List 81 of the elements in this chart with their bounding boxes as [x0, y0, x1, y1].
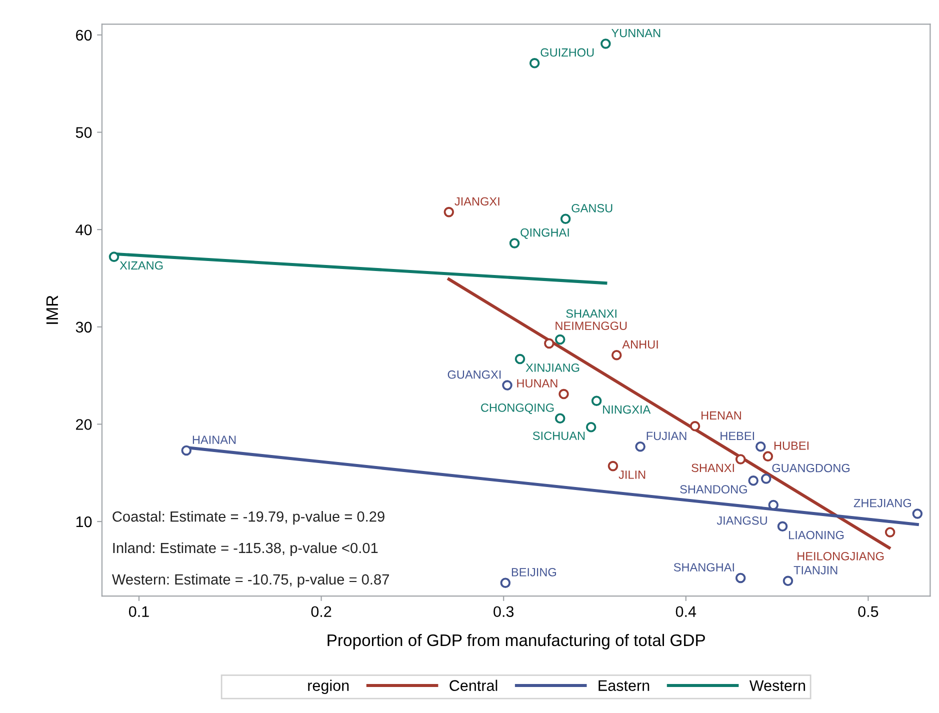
- point: [586, 422, 596, 432]
- annotation: GANSU: [572, 204, 612, 212]
- point: [735, 454, 746, 464]
- annotation: JIANGSU: [716, 516, 767, 525]
- point: [500, 578, 511, 588]
- annotation: CHONGQING: [481, 404, 554, 414]
- annotation: ANHUI: [622, 340, 658, 349]
- point: [777, 521, 788, 532]
- x-tick-label: 0.2: [311, 606, 332, 618]
- point: [762, 451, 774, 462]
- annotation: QINGHAI: [520, 228, 569, 239]
- annotation: JILIN: [618, 470, 646, 479]
- annotation: SHANGHAI: [674, 563, 734, 572]
- point: [884, 527, 896, 538]
- point: [514, 354, 526, 364]
- point: [611, 350, 622, 360]
- point: [554, 334, 566, 345]
- annotation: GUANGDONG: [772, 464, 850, 472]
- point: [502, 380, 512, 390]
- legend-title: region: [308, 680, 349, 694]
- y-tick-label: 20: [76, 419, 92, 430]
- annotation: JIANGXI: [454, 197, 500, 206]
- legend-label: Western: [749, 680, 806, 691]
- point: [735, 572, 746, 584]
- y-tick-label: 10: [76, 516, 92, 528]
- annotation: LIAONING: [789, 530, 844, 540]
- point: [608, 460, 618, 472]
- annotation: ZHEJIANG: [854, 498, 911, 508]
- point: [181, 445, 192, 456]
- point: [108, 252, 120, 262]
- x-tick-label: 0.1: [128, 606, 149, 618]
- point: [782, 576, 794, 586]
- point: [591, 396, 602, 406]
- point: [509, 238, 520, 248]
- annotation: BEIJING: [512, 568, 556, 576]
- legend-label: Central: [450, 680, 498, 691]
- point: [755, 441, 766, 452]
- annotation: XINJIANG: [526, 363, 580, 372]
- y-tick-label: 30: [76, 322, 92, 333]
- annotation: YUNNAN: [611, 28, 660, 38]
- annotation: TIANJIN: [794, 566, 838, 574]
- annotation: FUJIAN: [646, 432, 686, 440]
- annotation: Coastal: Estimate = -19.79, p-value = 0.29: [112, 510, 384, 525]
- point: [558, 388, 569, 400]
- annotation: XIZANG: [120, 261, 163, 270]
- point: [444, 206, 454, 218]
- point: [529, 58, 540, 68]
- y-axis-title: IMR: [46, 296, 58, 324]
- legend-label: Eastern: [598, 680, 650, 691]
- point: [912, 508, 923, 519]
- point: [748, 476, 758, 486]
- annotation: Western: Estimate = -10.75, p-value = 0.87: [112, 574, 389, 588]
- point: [635, 441, 646, 452]
- point: [544, 338, 554, 349]
- point: [600, 38, 611, 49]
- x-tick-label: 0.4: [676, 606, 696, 618]
- point: [690, 421, 700, 432]
- annotation: HENAN: [702, 411, 741, 420]
- annotation: NINGXIA: [603, 405, 651, 414]
- annotation: SHANXI: [692, 464, 734, 472]
- annotation: HUBEI: [774, 442, 808, 450]
- x-tick-label: 0.3: [494, 606, 514, 618]
- annotation: HEILONGJIANG: [798, 552, 884, 560]
- y-tick-label: 60: [76, 30, 92, 41]
- annotation: SHANDONG: [680, 485, 747, 494]
- annotation: SICHUAN: [532, 432, 585, 440]
- annotation: HAINAN: [192, 436, 236, 444]
- point: [760, 474, 772, 484]
- annotation: Inland: Estimate = -115.38, p-value <0.01: [113, 542, 378, 556]
- annotation: SHAANXI: [566, 309, 616, 318]
- annotation: GUIZHOU: [540, 48, 594, 57]
- annotation: GUANGXI: [448, 370, 501, 379]
- annotation: HEBEI: [720, 432, 754, 440]
- point: [554, 413, 566, 424]
- y-tick-label: 40: [76, 224, 92, 236]
- x-tick-label: 0.5: [858, 606, 878, 618]
- x-axis-title: Proportion of GDP from manufacturing of total GDP: [328, 634, 705, 650]
- annotation: HUNAN: [517, 379, 558, 388]
- y-tick-label: 50: [76, 127, 92, 138]
- annotation: NEIMENGGU: [556, 322, 627, 330]
- point: [560, 214, 571, 224]
